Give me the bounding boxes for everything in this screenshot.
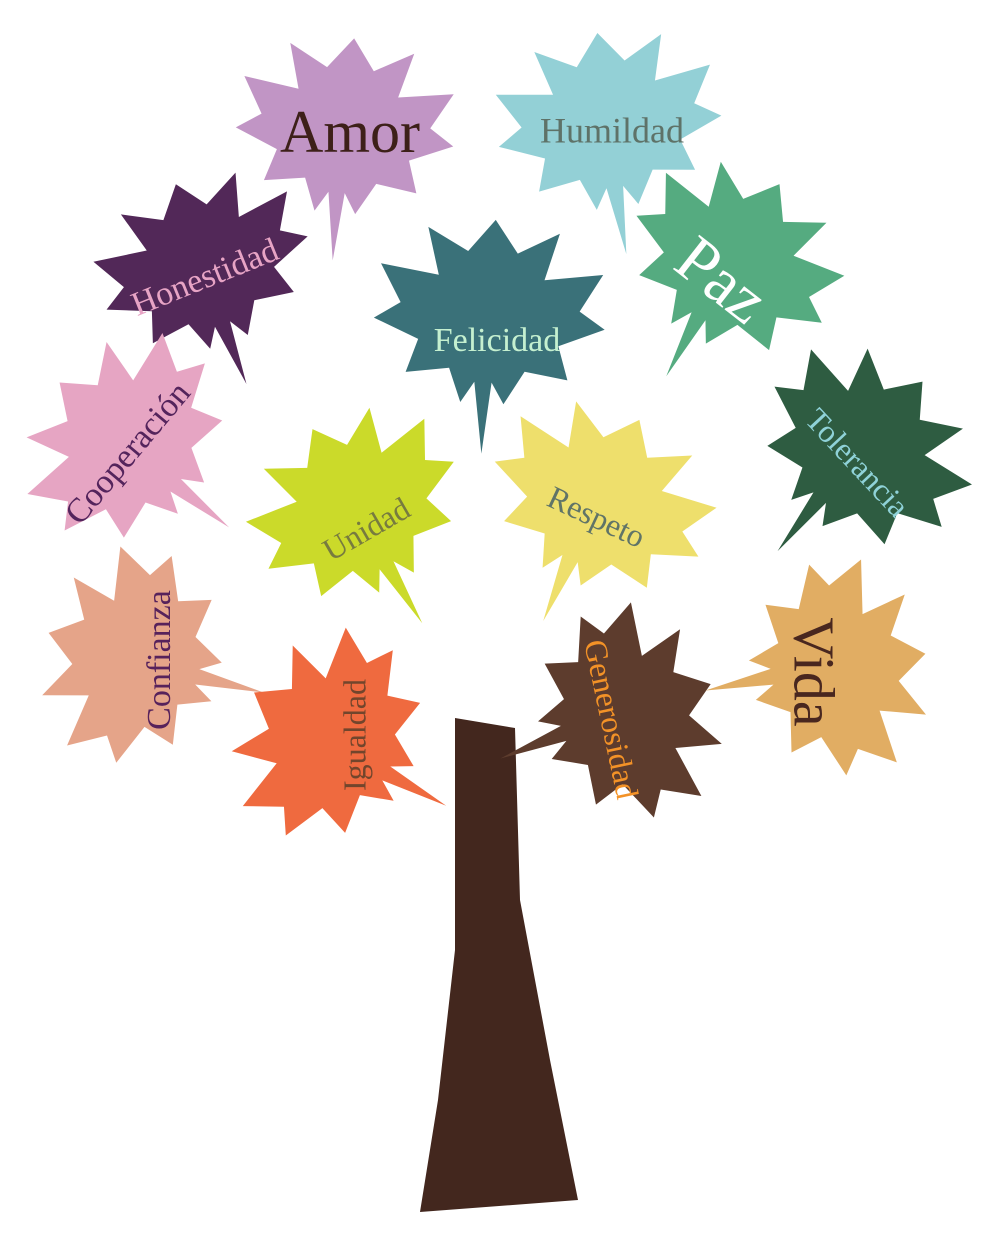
leaf-word-felicidad: Felicidad [434, 322, 561, 359]
leaf-word-amor: Amor [280, 99, 420, 165]
leaf-word-igualdad: Igualdad [336, 679, 372, 791]
tree-trunk [420, 718, 578, 1212]
leaf-word-confianza: Confianza [141, 590, 178, 730]
leaf-word-humildad: Humildad [540, 110, 684, 150]
leaf-word-vida: Vida [782, 617, 847, 726]
